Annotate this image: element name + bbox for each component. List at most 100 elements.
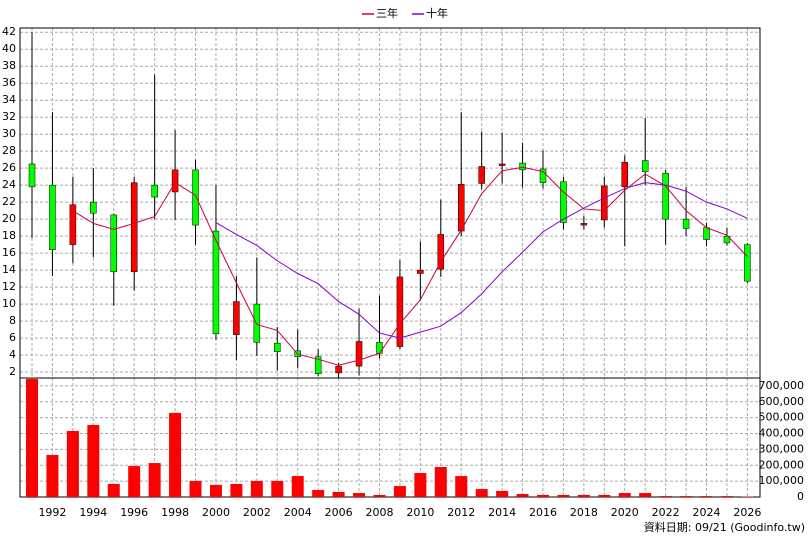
candle-body bbox=[193, 170, 199, 225]
y-tick-label: 4 bbox=[9, 348, 16, 361]
y-tick-label: 500,000 bbox=[759, 411, 805, 424]
volume-bar bbox=[169, 413, 181, 497]
y-tick-label: 0 bbox=[797, 490, 804, 503]
candle-body bbox=[336, 366, 342, 373]
x-tick-label: 2016 bbox=[529, 506, 557, 519]
candle-body bbox=[744, 245, 750, 282]
y-tick-label: 200,000 bbox=[759, 458, 805, 471]
candle-body bbox=[356, 341, 362, 366]
volume-bar bbox=[230, 484, 242, 497]
legend-label: 十年 bbox=[426, 6, 448, 20]
candle-body bbox=[90, 202, 96, 213]
x-tick-label: 2022 bbox=[652, 506, 680, 519]
x-tick-label: 2014 bbox=[488, 506, 516, 519]
x-tick-label: 1992 bbox=[38, 506, 66, 519]
candle-body bbox=[520, 163, 526, 170]
y-tick-label: 42 bbox=[2, 25, 16, 38]
volume-bar bbox=[251, 481, 263, 497]
volume-bar bbox=[394, 486, 406, 497]
candle-body bbox=[254, 304, 260, 342]
y-tick-label: 32 bbox=[2, 110, 16, 123]
candle-body bbox=[417, 270, 423, 273]
y-tick-label: 16 bbox=[2, 246, 16, 259]
candle-body bbox=[111, 215, 117, 272]
x-tick-label: 2024 bbox=[693, 506, 721, 519]
volume-bar bbox=[598, 495, 610, 497]
y-tick-label: 24 bbox=[2, 178, 16, 191]
volume-bar bbox=[108, 484, 120, 497]
x-tick-label: 2006 bbox=[325, 506, 353, 519]
volume-bar bbox=[517, 494, 529, 497]
volume-bar bbox=[537, 495, 549, 497]
x-tick-label: 1998 bbox=[161, 506, 189, 519]
candle-body bbox=[131, 183, 137, 272]
y-tick-label: 300,000 bbox=[759, 442, 805, 455]
volume-bar bbox=[619, 493, 631, 497]
x-tick-label: 2012 bbox=[447, 506, 475, 519]
candle-body bbox=[704, 228, 710, 240]
y-tick-label: 600,000 bbox=[759, 395, 805, 408]
candle-body bbox=[560, 182, 566, 223]
y-tick-label: 14 bbox=[2, 263, 16, 276]
volume-bar bbox=[455, 476, 467, 497]
volume-bar bbox=[210, 485, 222, 497]
x-tick-label: 2018 bbox=[570, 506, 598, 519]
volume-bar bbox=[701, 496, 713, 497]
y-tick-label: 22 bbox=[2, 195, 16, 208]
candle-body bbox=[499, 164, 505, 166]
volume-bar bbox=[353, 493, 365, 497]
candle-body bbox=[213, 231, 219, 334]
candle-body bbox=[622, 162, 628, 187]
candle-body bbox=[601, 186, 607, 220]
volume-bar bbox=[373, 495, 385, 497]
volume-bar bbox=[660, 496, 672, 497]
candle-body bbox=[663, 173, 669, 219]
y-tick-label: 100,000 bbox=[759, 474, 805, 487]
candle-body bbox=[438, 234, 444, 269]
x-tick-label: 2026 bbox=[733, 506, 761, 519]
candle-body bbox=[49, 185, 55, 250]
y-tick-label: 34 bbox=[2, 93, 16, 106]
candle-body bbox=[274, 343, 280, 351]
volume-bar bbox=[26, 379, 38, 497]
y-tick-label: 36 bbox=[2, 76, 16, 89]
x-tick-label: 2020 bbox=[611, 506, 639, 519]
y-tick-label: 6 bbox=[9, 331, 16, 344]
y-tick-label: 38 bbox=[2, 59, 16, 72]
volume-bar bbox=[46, 455, 58, 497]
candle-body bbox=[397, 277, 403, 347]
y-tick-label: 20 bbox=[2, 212, 16, 225]
y-tick-label: 26 bbox=[2, 161, 16, 174]
volume-bar bbox=[639, 493, 651, 497]
y-tick-label: 28 bbox=[2, 144, 16, 157]
candle-body bbox=[152, 185, 158, 197]
x-tick-label: 1996 bbox=[120, 506, 148, 519]
volume-bar bbox=[149, 463, 161, 497]
candle-body bbox=[172, 170, 178, 192]
volume-bar bbox=[87, 425, 99, 497]
candle-body bbox=[458, 184, 464, 231]
candle-body bbox=[376, 342, 382, 353]
volume-bar bbox=[721, 496, 733, 497]
volume-bar bbox=[292, 476, 304, 497]
volume-bar bbox=[435, 467, 447, 497]
volume-bar bbox=[312, 490, 324, 497]
y-tick-label: 40 bbox=[2, 42, 16, 55]
x-tick-label: 2008 bbox=[365, 506, 393, 519]
legend-label: 三年 bbox=[376, 6, 398, 20]
y-tick-label: 8 bbox=[9, 314, 16, 327]
volume-bar bbox=[496, 491, 508, 497]
candle-body bbox=[233, 302, 239, 335]
candle-body bbox=[479, 166, 485, 183]
volume-bar bbox=[476, 489, 488, 497]
y-tick-label: 400,000 bbox=[759, 427, 805, 440]
x-tick-label: 2000 bbox=[202, 506, 230, 519]
x-tick-label: 2004 bbox=[284, 506, 312, 519]
candle-body bbox=[29, 164, 35, 187]
footer: 資料日期: 09/21 (Goodinfo.tw) bbox=[644, 520, 805, 534]
volume-bar bbox=[190, 481, 202, 497]
volume-bar bbox=[414, 473, 426, 497]
volume-bar bbox=[271, 481, 283, 497]
y-tick-label: 12 bbox=[2, 280, 16, 293]
